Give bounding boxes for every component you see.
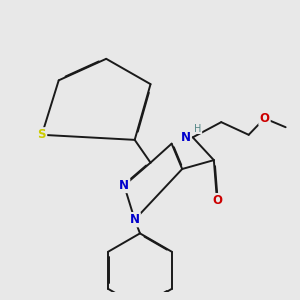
Text: N: N — [119, 179, 129, 192]
Text: O: O — [212, 194, 222, 207]
Text: O: O — [260, 112, 269, 125]
Text: N: N — [181, 131, 191, 144]
Text: N: N — [130, 213, 140, 226]
Text: H: H — [194, 124, 202, 134]
Text: S: S — [38, 128, 46, 141]
